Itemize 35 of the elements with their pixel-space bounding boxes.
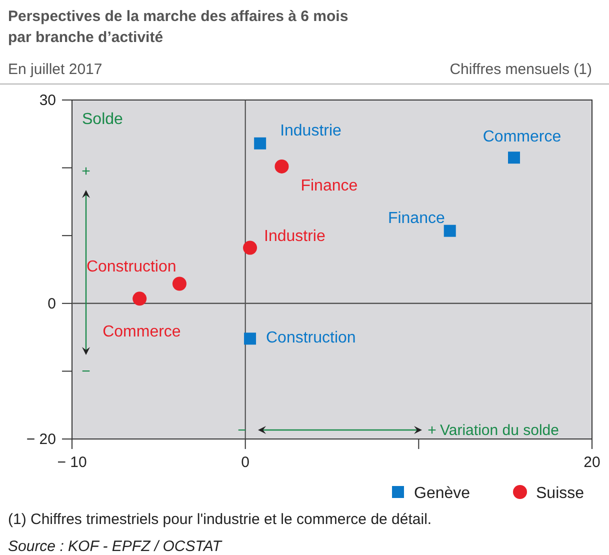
text: Chiffres mensuels (1) [450, 61, 592, 78]
y-tick-label: 0 [48, 295, 56, 312]
text: (1) Chiffres trimestriels pour l'industrie et le commerce de détail. [8, 511, 432, 528]
legend-label: Suisse [536, 485, 584, 502]
chart-subtitle: En juillet 2017 [8, 61, 102, 78]
annotation: Industrie [280, 122, 342, 140]
y-tick-label: − 20 [26, 431, 56, 448]
x-tick-label: 20 [584, 454, 600, 471]
annotation: Commerce [482, 128, 562, 146]
annotation: Construction [86, 258, 176, 276]
x-tick-label: 0 [241, 454, 250, 471]
point [508, 152, 520, 164]
annotation: − [82, 363, 91, 380]
y-tick-label: 30 [39, 92, 56, 109]
point [244, 332, 256, 345]
point [243, 240, 258, 255]
annotation: + [428, 422, 437, 439]
annotation: + [82, 163, 91, 180]
point [172, 276, 186, 291]
annotation: Finance [388, 210, 445, 227]
point [274, 159, 289, 174]
x-tick-label: − 10 [57, 454, 87, 471]
point [132, 292, 147, 306]
annotation: − [238, 422, 247, 439]
annotation: Construction [266, 330, 356, 347]
point [254, 137, 266, 150]
annotation: Finance [300, 177, 358, 194]
annotation: Industrie [264, 228, 326, 245]
annotation: Variation du solde [440, 422, 559, 439]
legend-label: Genève [414, 485, 470, 502]
point [444, 224, 456, 237]
chart-title: Perspectives de la marche des affaires à 6 mois par branche d’activité [8, 8, 348, 46]
source-note: Source : KOF - EPFZ / OCSTAT [8, 538, 224, 555]
annotation: Commerce [102, 324, 181, 341]
annotation: Solde [82, 111, 124, 128]
